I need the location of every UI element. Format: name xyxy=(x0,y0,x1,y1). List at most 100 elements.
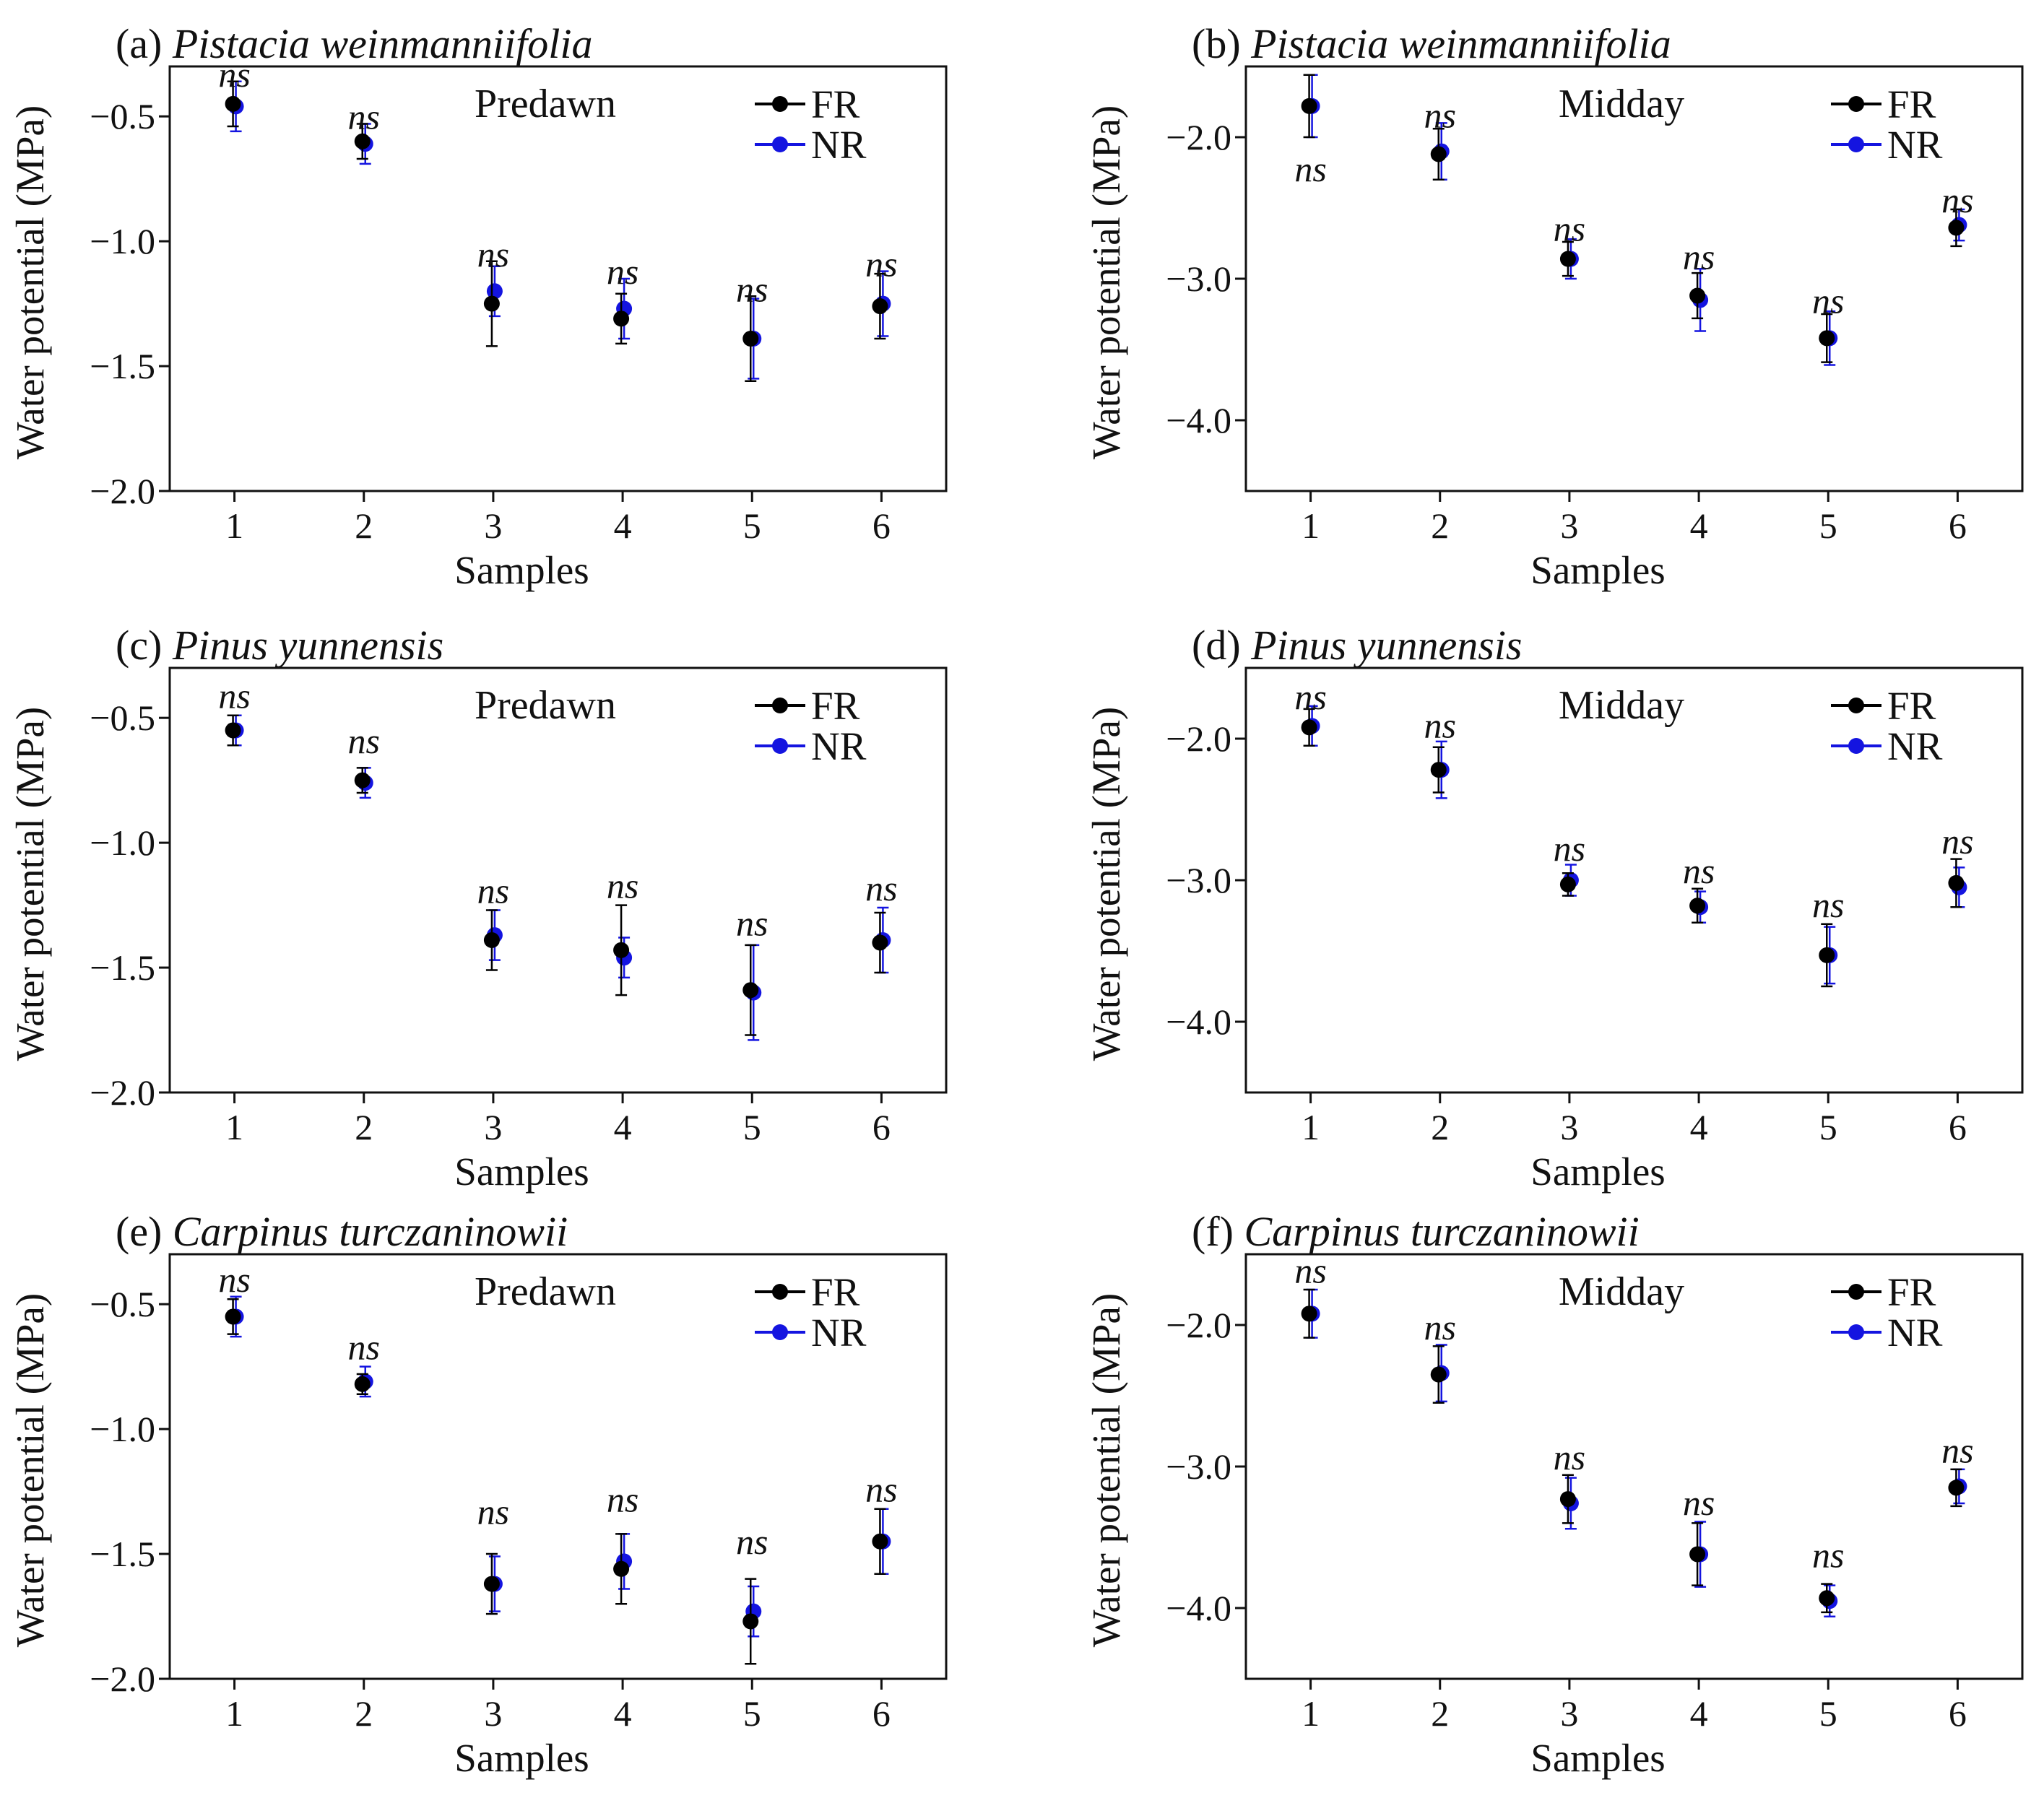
legend-marker xyxy=(1848,136,1864,152)
legend-marker xyxy=(1848,1324,1864,1340)
x-tick-label: 4 xyxy=(614,1693,632,1734)
y-tick-label: −1.0 xyxy=(90,822,155,863)
legend-entry-fr: FR xyxy=(1831,1270,1936,1314)
species-name: Pinus yunnensis xyxy=(1250,622,1522,669)
x-tick-label: 6 xyxy=(872,505,891,546)
x-tick-label: 2 xyxy=(355,505,373,546)
data-point xyxy=(1301,1305,1317,1322)
x-tick-label: 2 xyxy=(1431,1693,1449,1734)
data-point xyxy=(872,298,888,315)
significance-label: ns xyxy=(1812,280,1844,321)
significance-label: ns xyxy=(736,1521,768,1562)
panel-title: (d) Pinus yunnensis xyxy=(1192,622,1523,669)
x-tick-label: 6 xyxy=(1949,1107,1967,1147)
legend-marker xyxy=(1848,698,1864,713)
series-fr xyxy=(1301,1288,1965,1614)
x-tick-label: 1 xyxy=(225,1693,243,1734)
legend-label: FR xyxy=(1887,1270,1936,1314)
legend-marker xyxy=(772,1284,788,1300)
panel-label: (e) xyxy=(116,1208,173,1255)
data-point xyxy=(1819,947,1835,963)
significance-label: ns xyxy=(477,870,509,911)
data-point xyxy=(1301,719,1317,736)
y-tick-label: −1.5 xyxy=(90,947,155,988)
significance-label: ns xyxy=(1294,677,1326,717)
legend-label: NR xyxy=(811,1311,867,1355)
mode-label: Predawn xyxy=(475,683,616,728)
legend-label: FR xyxy=(811,82,860,126)
significance-label: ns xyxy=(348,97,380,137)
legend-label: FR xyxy=(811,1270,860,1314)
significance-label: ns xyxy=(1554,1437,1585,1477)
x-tick-label: 1 xyxy=(1302,505,1320,546)
x-axis-label: Samples xyxy=(1530,1736,1665,1780)
significance-label: ns xyxy=(477,234,509,274)
panel-d: (d) Pinus yunnensis Midday 1 2 3 4 5 6 −2.0 −3.0 −… xyxy=(1084,622,2024,1194)
data-point xyxy=(613,1560,630,1577)
significance-label: ns xyxy=(218,676,250,716)
mode-label: Predawn xyxy=(475,1269,616,1314)
y-tick-label: −0.5 xyxy=(90,1284,155,1324)
x-axis-label: Samples xyxy=(454,1736,589,1780)
data-point xyxy=(225,722,241,739)
panel-c: (c) Pinus yunnensis Predawn 1 2 3 4 5 6 −0.5 −1.0… xyxy=(8,622,948,1194)
legend-entry-nr: NR xyxy=(1831,123,1943,167)
data-point xyxy=(1689,287,1706,304)
x-axis-label: Samples xyxy=(454,548,589,592)
legend-label: NR xyxy=(811,724,867,768)
x-tick-label: 6 xyxy=(1949,505,1967,546)
x-tick-label: 2 xyxy=(1431,1107,1449,1147)
y-tick-label: −2.0 xyxy=(90,1072,155,1113)
series-fr xyxy=(225,714,888,1036)
data-point xyxy=(1559,876,1576,892)
data-point xyxy=(1559,251,1576,267)
legend-marker xyxy=(1848,1284,1864,1300)
data-point xyxy=(354,1376,371,1392)
significance-label: ns xyxy=(1424,705,1456,745)
species-name: Pistacia weinmanniifolia xyxy=(172,20,593,67)
data-point xyxy=(1819,330,1835,347)
mode-label: Midday xyxy=(1559,82,1684,126)
data-point xyxy=(483,295,500,312)
data-point xyxy=(1559,1491,1576,1508)
legend-marker xyxy=(1848,738,1864,754)
y-tick-label: −1.5 xyxy=(90,1534,155,1574)
mode-label: Midday xyxy=(1559,1269,1684,1314)
significance-label: ns xyxy=(1554,828,1585,869)
significance-label: ns xyxy=(218,54,250,95)
data-point xyxy=(872,1533,888,1550)
data-point xyxy=(1948,874,1965,891)
x-tick-label: 4 xyxy=(1690,505,1708,546)
species-name: Pistacia weinmanniifolia xyxy=(1250,20,1671,67)
significance-label: ns xyxy=(1424,1307,1456,1347)
series-fr xyxy=(1301,74,1965,363)
significance-label: ns xyxy=(348,721,380,761)
panel-title: (e) Carpinus turczaninowii xyxy=(116,1208,568,1255)
x-tick-label: 1 xyxy=(225,505,243,546)
data-point xyxy=(872,934,888,951)
y-tick-label: −2.0 xyxy=(1166,1305,1231,1345)
y-tick-label: −2.0 xyxy=(90,1659,155,1699)
significance-label: ns xyxy=(348,1326,380,1367)
significance-label: ns xyxy=(865,244,897,284)
panel-label: (f) xyxy=(1192,1208,1244,1255)
legend-label: NR xyxy=(811,123,867,167)
series-fr xyxy=(225,80,888,383)
y-tick-label: −3.0 xyxy=(1166,1446,1231,1487)
legend-marker xyxy=(1848,96,1864,112)
legend-marker xyxy=(772,136,788,152)
y-tick-label: −4.0 xyxy=(1166,1588,1231,1628)
x-tick-label: 2 xyxy=(355,1107,373,1147)
series-nr xyxy=(228,714,891,1041)
x-tick-label: 6 xyxy=(872,1107,891,1147)
x-tick-label: 5 xyxy=(1819,505,1837,546)
y-axis-label: Water potential (MPa) xyxy=(1084,1293,1128,1647)
panel-title: (b) Pistacia weinmanniifolia xyxy=(1192,20,1671,67)
legend-entry-nr: NR xyxy=(755,724,867,768)
plot-frame xyxy=(168,666,948,1094)
x-tick-label: 4 xyxy=(614,505,632,546)
significance-label: ns xyxy=(1812,885,1844,925)
panel-e: (e) Carpinus turczaninowii Predawn 1 2 3 4 5 6 −… xyxy=(8,1208,948,1780)
legend-entry-fr: FR xyxy=(1831,82,1936,126)
x-tick-label: 6 xyxy=(1949,1693,1967,1734)
